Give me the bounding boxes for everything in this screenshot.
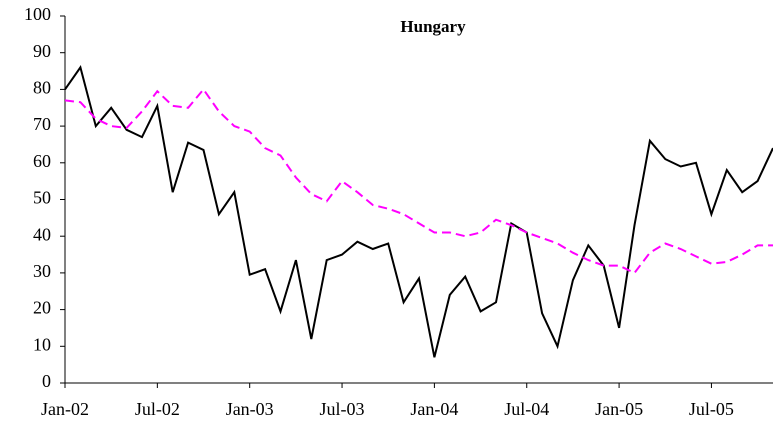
y-tick-label: 90 — [33, 41, 51, 61]
y-tick-label: 20 — [33, 298, 51, 318]
x-tick-label: Jan-04 — [410, 399, 458, 419]
y-tick-label: 60 — [33, 151, 51, 171]
series-line — [64, 65, 773, 358]
y-tick-label: 80 — [33, 78, 51, 98]
x-tick-label: Jul-03 — [320, 399, 365, 419]
y-tick-label: 70 — [33, 114, 51, 134]
y-tick-label: 10 — [33, 334, 51, 354]
x-tick-label: Jul-05 — [689, 399, 734, 419]
y-tick-label: 0 — [42, 371, 51, 391]
x-tick-label: Jul-02 — [135, 399, 180, 419]
y-tick-label: 40 — [33, 224, 51, 244]
x-tick-label: Jan-03 — [226, 399, 274, 419]
y-tick-label: 100 — [24, 4, 51, 24]
y-tick-label: 30 — [33, 261, 51, 281]
x-tick-label: Jul-04 — [504, 399, 549, 419]
x-tick-label: Jan-05 — [595, 399, 643, 419]
chart-title: Hungary — [400, 17, 466, 36]
y-tick-label: 50 — [33, 188, 51, 208]
x-tick-label: Jan-02 — [41, 399, 89, 419]
series-line — [64, 87, 773, 275]
